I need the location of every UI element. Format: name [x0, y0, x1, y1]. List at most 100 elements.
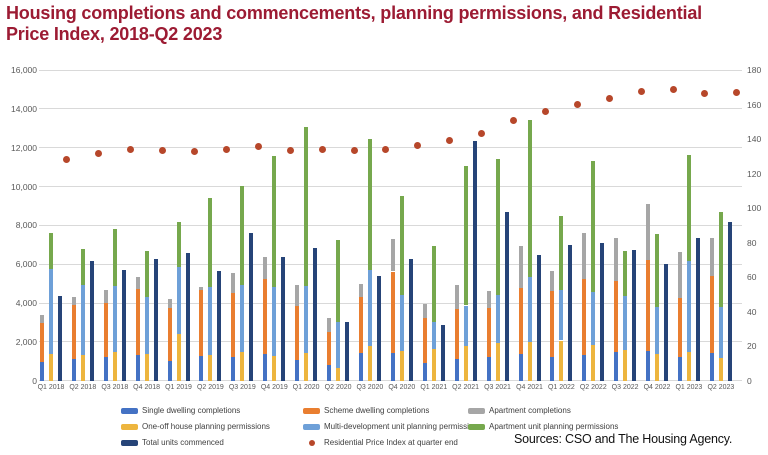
legend-swatch-scheme-dwelling-completions-icon [303, 408, 320, 414]
bar-scheme-dwelling-completions [263, 279, 268, 355]
bar-total-units-commenced [536, 254, 541, 381]
rpi-dot [701, 89, 709, 97]
bar-apartment-completions [263, 256, 268, 280]
bar-apartment-unit-planning-permissions [80, 249, 85, 285]
bar-apartment-completions [167, 298, 172, 309]
bar-scheme-dwelling-completions [295, 305, 300, 361]
bar-apartment-completions [550, 271, 555, 292]
legend-swatch-single-dwelling-completions-icon [121, 408, 138, 414]
bar-one-off-house-planning-permissions [336, 368, 341, 381]
bar-apartment-unit-planning-permissions [399, 195, 404, 295]
bar-apartment-unit-planning-permissions [591, 160, 596, 292]
right-axis-tick-label: 20 [747, 341, 757, 352]
bar-total-units-commenced [440, 325, 445, 381]
rpi-dot [478, 130, 486, 138]
rpi-dot [605, 95, 613, 102]
bar-one-off-house-planning-permissions [718, 358, 723, 381]
bar-total-units-commenced [600, 242, 605, 381]
bar-scheme-dwelling-completions [677, 298, 682, 357]
bar-multi-development-unit-planning-permissions [527, 277, 532, 342]
gridline [39, 108, 742, 110]
bar-apartment-unit-planning-permissions [49, 232, 53, 269]
bar-apartment-unit-planning-permissions [623, 250, 628, 296]
left-axis-tick-label: 8,000 [15, 220, 37, 231]
bar-apartment-unit-planning-permissions [272, 155, 277, 288]
rpi-dot [222, 145, 230, 153]
bar-apartment-completions [199, 287, 204, 290]
bar-multi-development-unit-planning-permissions [623, 295, 628, 350]
bar-single-dwelling-completions [40, 362, 44, 381]
bar-single-dwelling-completions [103, 357, 108, 381]
right-axis-tick-label: 140 [747, 134, 762, 144]
left-axis-tick-label: 12,000 [11, 142, 37, 153]
bar-total-units-commenced [376, 275, 381, 381]
bar-apartment-completions [454, 285, 459, 310]
legend-label-scheme-dwelling-completions: Scheme dwelling completions [324, 406, 430, 415]
bar-single-dwelling-completions [390, 352, 395, 381]
right-axis-tick-label: 0 [747, 375, 752, 386]
rpi-dot [541, 107, 549, 115]
bar-apartment-unit-planning-permissions [527, 120, 532, 278]
bar-total-units-commenced [695, 238, 700, 381]
bar-scheme-dwelling-completions [390, 271, 395, 353]
bar-apartment-completions [40, 315, 44, 324]
legend-swatch-apartment-completions-icon [468, 408, 485, 414]
bar-multi-development-unit-planning-permissions [718, 307, 723, 359]
bar-one-off-house-planning-permissions [686, 352, 691, 381]
bar-apartment-completions [358, 284, 363, 297]
bar-one-off-house-planning-permissions [49, 354, 53, 381]
bar-scheme-dwelling-completions [71, 305, 76, 360]
bar-apartment-unit-planning-permissions [655, 234, 659, 307]
rpi-dot [350, 146, 358, 154]
bar-multi-development-unit-planning-permissions [686, 260, 691, 353]
bar-scheme-dwelling-completions [327, 331, 332, 365]
bar-apartment-unit-planning-permissions [304, 127, 309, 286]
bar-multi-development-unit-planning-permissions [49, 269, 53, 355]
rpi-dot [510, 117, 517, 125]
bar-single-dwelling-completions [550, 356, 555, 381]
bar-one-off-house-planning-permissions [399, 351, 404, 381]
x-axis-tick-label: Q3 2021 [484, 384, 511, 391]
bar-apartment-completions [518, 246, 523, 289]
legend-label-one-off-house-planning-permissions: One-off house planning permissions [142, 422, 270, 431]
x-axis-tick-label: Q1 2023 [675, 384, 703, 391]
rpi-dot [191, 147, 198, 155]
bar-single-dwelling-completions [582, 355, 587, 381]
bar-apartment-completions [71, 296, 76, 305]
bar-multi-development-unit-planning-permissions [112, 286, 117, 353]
gridline [39, 302, 742, 304]
bar-one-off-house-planning-permissions [655, 354, 659, 381]
bar-apartment-unit-planning-permissions [176, 222, 181, 268]
bar-multi-development-unit-planning-permissions [559, 289, 564, 341]
legend-label-apartment-unit-planning-permissions: Apartment unit planning permissions [489, 422, 619, 431]
bar-one-off-house-planning-permissions [240, 352, 245, 381]
legend-label-apartment-completions: Apartment completions [489, 406, 571, 415]
gridline [39, 263, 742, 265]
bar-one-off-house-planning-permissions [144, 354, 149, 381]
x-axis-tick-label: Q2 2019 [196, 384, 224, 391]
bar-single-dwelling-completions [614, 351, 619, 381]
x-axis-tick-label: Q4 2018 [133, 384, 161, 391]
rpi-dot [286, 146, 294, 154]
x-axis-tick-label: Q1 2018 [37, 384, 65, 391]
bar-apartment-unit-planning-permissions [240, 185, 245, 286]
bar-scheme-dwelling-completions [422, 318, 427, 363]
legend-label-total-units-commenced: Total units commenced [142, 438, 224, 447]
bar-apartment-completions [646, 204, 650, 260]
bar-multi-development-unit-planning-permissions [431, 321, 436, 350]
x-axis-tick-label: Q2 2018 [69, 384, 97, 391]
bar-apartment-unit-planning-permissions [431, 245, 436, 322]
bar-single-dwelling-completions [167, 361, 172, 381]
bar-apartment-unit-planning-permissions [463, 165, 468, 306]
bar-one-off-house-planning-permissions [527, 341, 532, 381]
bar-multi-development-unit-planning-permissions [240, 285, 245, 352]
bar-scheme-dwelling-completions [199, 290, 204, 356]
x-axis-tick-label: Q2 2020 [324, 384, 352, 391]
x-axis-tick-label: Q3 2018 [101, 384, 129, 391]
bar-total-units-commenced [281, 256, 286, 381]
bar-one-off-house-planning-permissions [176, 334, 181, 381]
bar-apartment-unit-planning-permissions [495, 158, 500, 295]
bar-total-units-commenced [249, 233, 254, 381]
bar-multi-development-unit-planning-permissions [655, 306, 659, 355]
